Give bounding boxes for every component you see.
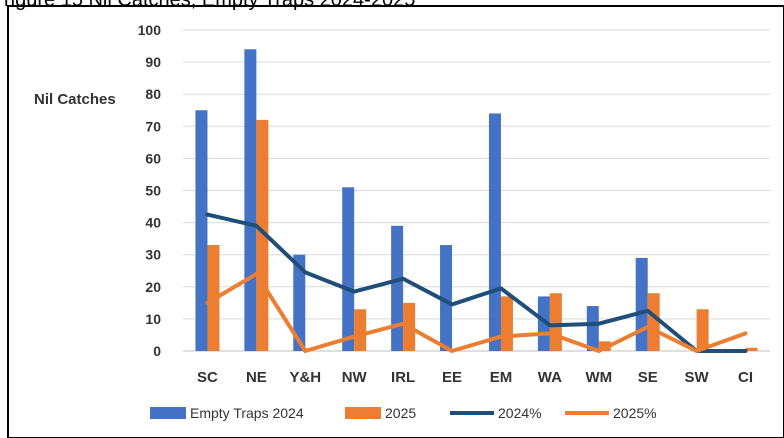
legend: Empty Traps 2024 2025 2024% 2025% <box>150 405 657 421</box>
bars <box>195 49 758 352</box>
bar <box>391 225 404 351</box>
bar <box>293 254 306 351</box>
legend-swatch <box>150 407 186 419</box>
series-line <box>205 212 748 353</box>
x-axis-ticks: SC NE Y&H NW IRL EE EM WA WM SE SW CI <box>197 369 753 386</box>
legend-label: 2025% <box>613 405 657 421</box>
y-tick-label: 60 <box>145 150 161 166</box>
x-tick-label: EM <box>490 369 513 386</box>
y-tick-label: 40 <box>145 215 161 231</box>
bar <box>635 257 648 351</box>
gridlines <box>183 29 770 352</box>
legend-label: 2025 <box>385 405 416 421</box>
x-tick-label: NW <box>342 369 368 386</box>
x-tick-label: IRL <box>391 369 415 386</box>
y-tick-label: 70 <box>145 118 161 134</box>
bar <box>586 306 599 351</box>
legend-label: 2024% <box>498 405 542 421</box>
bar <box>745 347 758 351</box>
series-line <box>205 271 748 353</box>
y-axis-title: Nil Catches <box>34 91 116 108</box>
bar <box>244 49 257 351</box>
bar <box>549 293 562 351</box>
header-box <box>7 5 784 438</box>
legend-label: Empty Traps 2024 <box>190 405 304 421</box>
y-tick-label: 90 <box>145 54 161 70</box>
bar <box>488 113 501 352</box>
bar <box>537 296 550 351</box>
x-tick-label: WM <box>585 369 612 386</box>
x-tick-label: WA <box>538 369 562 386</box>
y-tick-label: 30 <box>145 247 161 263</box>
x-tick-label: CI <box>738 369 753 386</box>
lines <box>205 212 748 353</box>
bar <box>647 293 660 351</box>
x-tick-label: EE <box>442 369 462 386</box>
bar <box>696 309 709 351</box>
y-tick-label: 80 <box>145 86 161 102</box>
bar <box>500 296 513 351</box>
y-axis-ticks: 0 10 20 30 40 50 60 70 80 90 100 <box>138 22 162 359</box>
y-tick-label: 100 <box>138 22 162 38</box>
y-tick-label: 0 <box>153 343 161 359</box>
bar <box>342 187 355 351</box>
y-tick-label: 20 <box>145 279 161 295</box>
x-tick-label: NE <box>246 369 267 386</box>
x-tick-label: SW <box>685 369 710 386</box>
y-tick-label: 50 <box>145 183 161 199</box>
bar <box>354 309 367 351</box>
x-tick-label: SC <box>197 369 218 386</box>
legend-swatch <box>345 407 381 419</box>
bar <box>440 245 453 351</box>
bar <box>256 119 269 351</box>
x-tick-label: Y&H <box>289 369 321 386</box>
bar <box>195 110 208 351</box>
x-tick-label: SE <box>638 369 658 386</box>
y-tick-label: 10 <box>145 311 161 327</box>
